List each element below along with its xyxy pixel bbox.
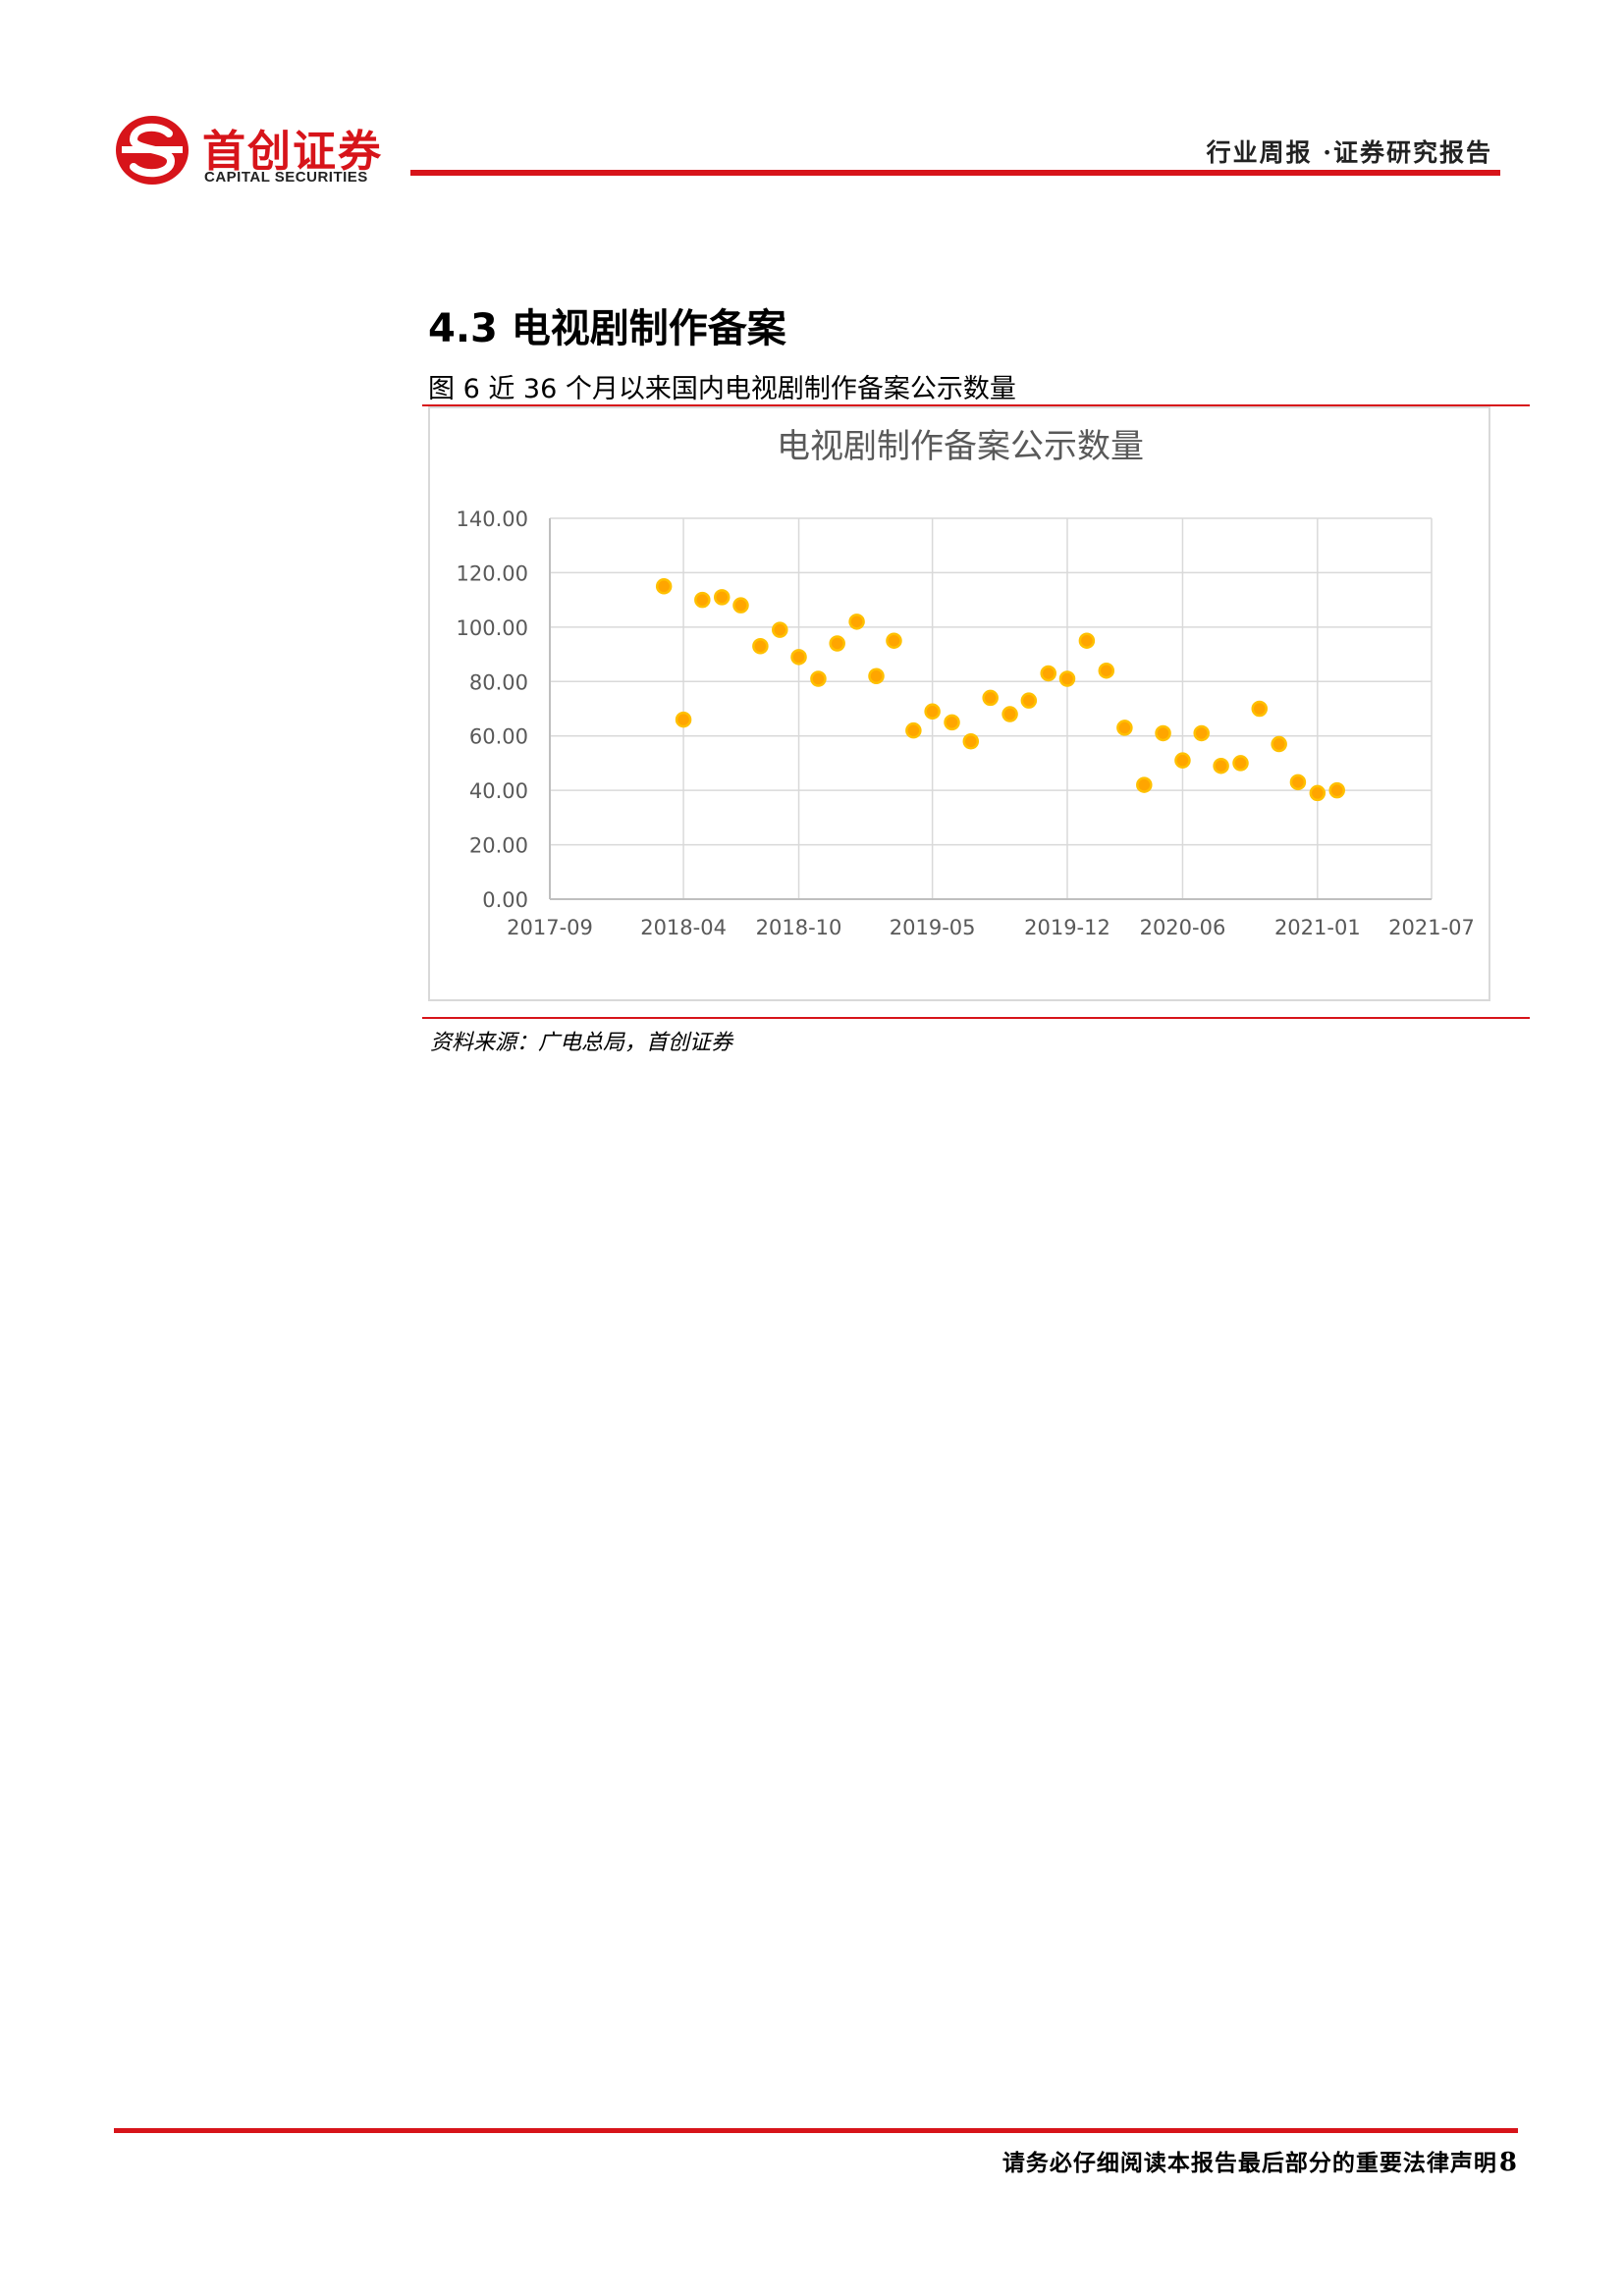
x-tick-label: 2018-04	[640, 916, 727, 939]
figure-source: 资料来源：广电总局，首创证券	[430, 1031, 733, 1055]
figure-top-rule	[422, 404, 1530, 406]
data-point	[905, 721, 922, 739]
legal-disclaimer: 请务必仔细阅读本报告最后部分的重要法律声明	[1001, 2150, 1497, 2176]
company-logo: 首创证券 CAPITAL SECURITIES	[114, 114, 408, 192]
data-point	[1193, 724, 1210, 742]
x-tick-label: 2020-06	[1140, 916, 1226, 939]
header-divider	[410, 170, 1500, 176]
data-point	[1213, 757, 1229, 774]
data-point	[1309, 784, 1326, 802]
data-point	[848, 614, 865, 630]
data-point	[944, 714, 960, 731]
y-tick-label: 80.00	[469, 670, 528, 694]
data-point	[655, 578, 673, 595]
footer: 请务必仔细阅读本报告最后部分的重要法律声明8	[1002, 2144, 1518, 2177]
x-tick-label: 2017-09	[507, 916, 593, 939]
data-point	[962, 733, 980, 750]
data-point	[1271, 735, 1287, 753]
scatter-chart: 电视剧制作备案公示数量 0.00 20.00 40.00 60.00 80.00 100.…	[457, 427, 1475, 939]
data-point	[1232, 755, 1249, 772]
data-point	[1174, 752, 1191, 769]
report-type-label: 行业周报 ·证券研究报告	[1206, 138, 1492, 167]
figure-caption: 图 6 近 36 个月以来国内电视剧制作备案公示数量	[428, 374, 1016, 404]
data-point	[1155, 724, 1171, 742]
y-tick-label: 100.00	[457, 616, 528, 640]
section-heading: 4.3 电视剧制作备案	[428, 306, 786, 351]
figure-bottom-rule	[422, 1017, 1530, 1019]
data-point	[868, 667, 885, 684]
y-tick-label: 140.00	[457, 507, 528, 531]
data-point	[752, 638, 769, 655]
data-point	[694, 591, 711, 609]
y-tick-label: 60.00	[469, 725, 528, 749]
y-tick-label: 20.00	[469, 834, 528, 858]
logo-english-name: CAPITAL SECURITIES	[204, 169, 368, 186]
data-point	[1136, 776, 1153, 793]
data-point	[790, 649, 807, 666]
data-point	[1098, 662, 1115, 679]
data-points	[655, 578, 1345, 802]
y-axis-ticks: 0.00 20.00 40.00 60.00 80.00 100.00 120.00 140.…	[457, 507, 528, 912]
x-tick-label: 2021-01	[1274, 916, 1361, 939]
data-point	[1328, 781, 1345, 799]
data-point	[732, 597, 749, 614]
x-axis-ticks: 2017-09 2018-04 2018-10 2019-05 2019-12 2020-…	[507, 916, 1475, 939]
capital-securities-logo-icon	[116, 116, 189, 185]
data-point	[1040, 665, 1056, 682]
data-point	[713, 589, 731, 606]
x-tick-label: 2021-07	[1388, 916, 1475, 939]
x-tick-label: 2018-10	[756, 916, 842, 939]
data-point	[772, 621, 788, 638]
chart-container: 电视剧制作备案公示数量 0.00 20.00 40.00 60.00 80.00 100.…	[428, 406, 1490, 1001]
data-point	[1289, 774, 1307, 791]
data-point	[829, 635, 845, 652]
y-tick-label: 40.00	[469, 779, 528, 803]
data-point	[810, 670, 827, 687]
logo-chinese-name: 首创证券	[202, 127, 383, 177]
data-point	[1020, 692, 1038, 709]
data-point	[924, 703, 941, 721]
y-tick-label: 0.00	[482, 888, 528, 912]
data-point	[1078, 632, 1096, 649]
y-tick-label: 120.00	[457, 561, 528, 585]
data-point	[1058, 670, 1076, 687]
chart-title: 电视剧制作备案公示数量	[777, 427, 1144, 466]
data-point	[1116, 720, 1133, 736]
x-tick-label: 2019-12	[1024, 916, 1110, 939]
data-point	[982, 689, 999, 707]
data-point	[1001, 706, 1018, 722]
data-point	[675, 711, 692, 728]
chart-grid	[549, 517, 1433, 900]
page-number: 8	[1498, 2148, 1518, 2177]
data-point	[886, 632, 902, 649]
data-point	[1251, 700, 1269, 718]
footer-divider	[114, 2128, 1518, 2133]
x-tick-label: 2019-05	[890, 916, 976, 939]
